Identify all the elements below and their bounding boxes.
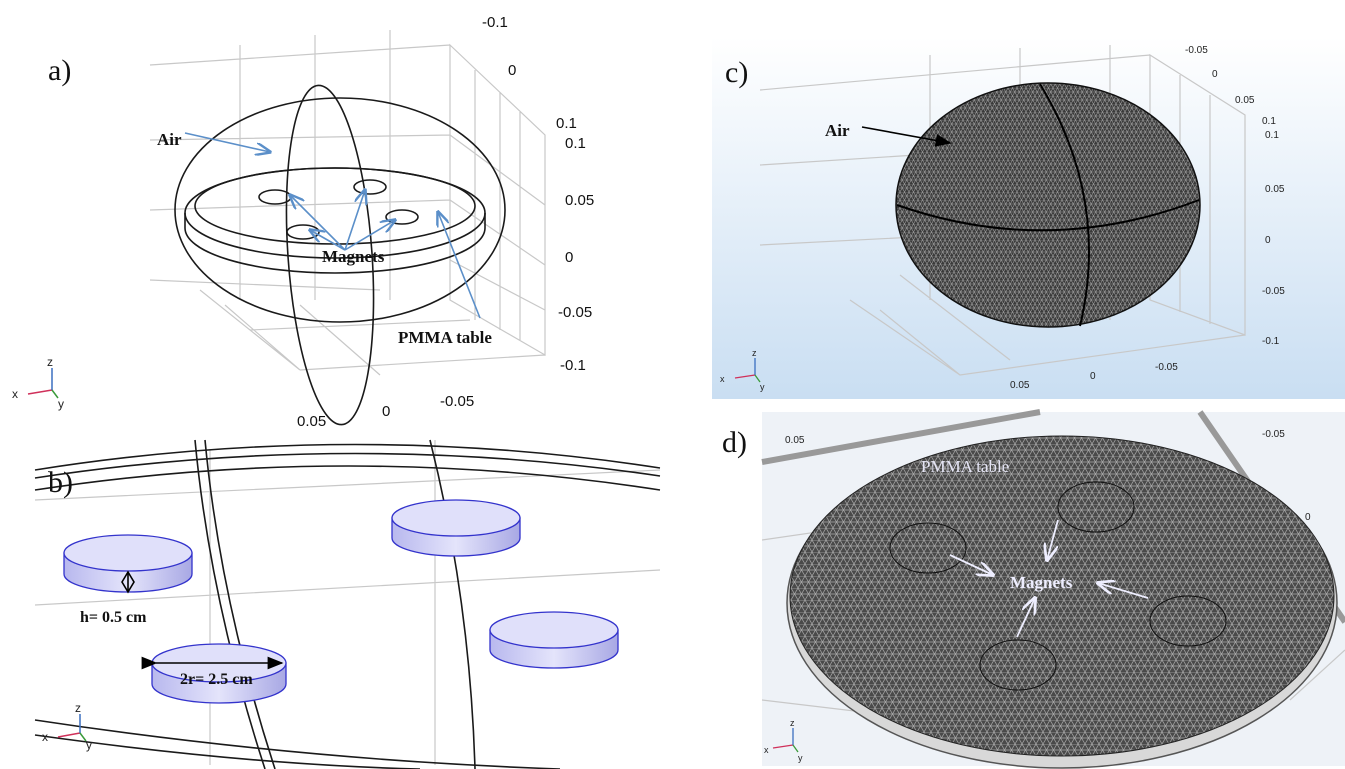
tick-label: 0 (565, 249, 573, 266)
tick-label: 0.05 (785, 435, 805, 446)
panel-label: a) (48, 54, 71, 87)
triad-label: x (764, 745, 769, 755)
annotation: Magnets (1010, 573, 1073, 592)
annotation: Air (825, 121, 850, 140)
panel-label: d) (722, 426, 747, 459)
tick-label: 0 (382, 403, 390, 420)
tick-label: -0.1 (1262, 336, 1280, 347)
annotation: PMMA table (398, 328, 492, 347)
tick-label: 0.05 (1235, 95, 1255, 106)
tick-label: 0.05 (1010, 380, 1030, 391)
tick-label: 0.1 (556, 115, 577, 132)
triad-label: y (760, 382, 765, 392)
panel-a: a) Air Magnets PMMA table -0.1 0 0.1 0.1… (12, 14, 594, 430)
tick-label: 0 (508, 62, 516, 79)
tick-label: 0.1 (565, 135, 586, 152)
tick-label: 0 (1212, 69, 1218, 80)
tick-label: 0.05 (1265, 184, 1285, 195)
annotation: 2r= 2.5 cm (180, 671, 253, 688)
tick-label: 0 (1305, 512, 1311, 523)
panel-label: b) (48, 466, 73, 499)
figure: a) Air Magnets PMMA table -0.1 0 0.1 0.1… (0, 0, 1345, 769)
tick-label: 0.05 (565, 192, 594, 209)
triad-label: y (86, 738, 92, 752)
annotation: PMMA table (921, 457, 1009, 476)
triad-label: z (47, 355, 53, 369)
triad-label: z (790, 718, 795, 728)
tick-label: -0.1 (560, 357, 586, 374)
tick-label: -0.05 (1262, 286, 1285, 297)
tick-label: 0.1 (1265, 130, 1279, 141)
panel-c: c) Air -0.05 0 0.05 0.1 0.1 0.05 0 -0.05… (712, 37, 1345, 399)
tick-label: 0.1 (1262, 116, 1276, 127)
tick-label: 0 (1090, 371, 1096, 382)
annotation: Air (157, 130, 182, 149)
tick-label: 0.05 (297, 413, 326, 430)
tick-label: -0.1 (482, 14, 508, 31)
tick-label: -0.05 (558, 304, 592, 321)
panel-label: c) (725, 56, 748, 89)
tick-label: 0 (1265, 235, 1271, 246)
triad-label: z (75, 701, 81, 715)
tick-label: -0.05 (440, 393, 474, 410)
panel-d: d) PMMA table Magnets 0.05 -0.05 0 x y z (722, 412, 1345, 768)
panel-b: b) h= 0.5 cm 2r= 2.5 cm x y z (35, 440, 660, 769)
tick-label: -0.05 (1185, 45, 1208, 56)
triad-label: z (752, 348, 757, 358)
triad-label: x (42, 730, 48, 744)
tick-label: -0.05 (1262, 429, 1285, 440)
triad-label: y (798, 753, 803, 763)
triad-label: y (58, 397, 64, 411)
tick-label: -0.05 (1155, 362, 1178, 373)
triad-label: x (12, 387, 18, 401)
annotation: Magnets (322, 247, 385, 266)
annotation: h= 0.5 cm (80, 609, 147, 626)
triad-label: x (720, 374, 725, 384)
